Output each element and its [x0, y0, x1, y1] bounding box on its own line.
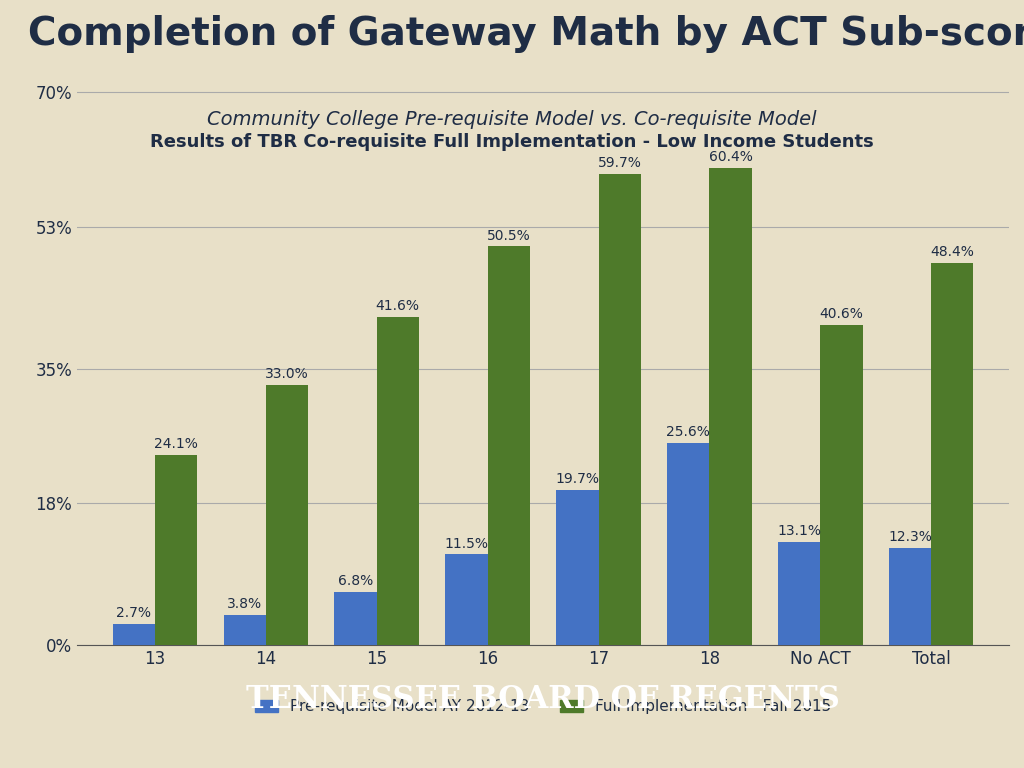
Bar — [487, 247, 529, 645]
Text: 24.1%: 24.1% — [154, 437, 198, 451]
Bar — [335, 591, 377, 645]
Bar — [377, 316, 419, 645]
Bar — [155, 455, 197, 645]
Text: 41.6%: 41.6% — [376, 299, 420, 313]
Text: 48.4%: 48.4% — [931, 245, 975, 259]
Bar — [820, 325, 862, 645]
Text: 6.8%: 6.8% — [338, 574, 373, 588]
Text: 19.7%: 19.7% — [555, 472, 599, 486]
Text: 59.7%: 59.7% — [598, 156, 641, 170]
Text: 11.5%: 11.5% — [444, 537, 488, 551]
Bar — [710, 168, 752, 645]
Text: 25.6%: 25.6% — [667, 425, 711, 439]
Title: Completion of Gateway Math by ACT Sub-score: Completion of Gateway Math by ACT Sub-sc… — [28, 15, 1024, 53]
Text: 33.0%: 33.0% — [265, 367, 308, 381]
Text: TENNESSEE BOARD OF REGENTS: TENNESSEE BOARD OF REGENTS — [246, 684, 840, 715]
Text: 12.3%: 12.3% — [889, 530, 932, 545]
Bar — [598, 174, 641, 645]
Text: Results of TBR Co-requisite Full Implementation - Low Income Students: Results of TBR Co-requisite Full Impleme… — [151, 133, 873, 151]
Bar — [556, 490, 598, 645]
Bar — [778, 542, 820, 645]
Text: 60.4%: 60.4% — [709, 151, 753, 164]
Text: 40.6%: 40.6% — [819, 306, 863, 321]
Legend: Pre-requisite Model AY 2012-13, Full Implementation - Fall 2015: Pre-requisite Model AY 2012-13, Full Imp… — [249, 694, 838, 720]
Bar — [668, 443, 710, 645]
Bar — [113, 624, 155, 645]
Bar — [223, 615, 265, 645]
Bar — [445, 554, 487, 645]
Bar — [932, 263, 974, 645]
Text: 3.8%: 3.8% — [227, 598, 262, 611]
Text: 2.7%: 2.7% — [116, 606, 152, 620]
Bar — [889, 548, 932, 645]
Text: 13.1%: 13.1% — [777, 524, 821, 538]
Bar — [265, 385, 308, 645]
Text: Community College Pre-requisite Model vs. Co-requisite Model: Community College Pre-requisite Model vs… — [207, 110, 817, 128]
Text: 50.5%: 50.5% — [486, 229, 530, 243]
